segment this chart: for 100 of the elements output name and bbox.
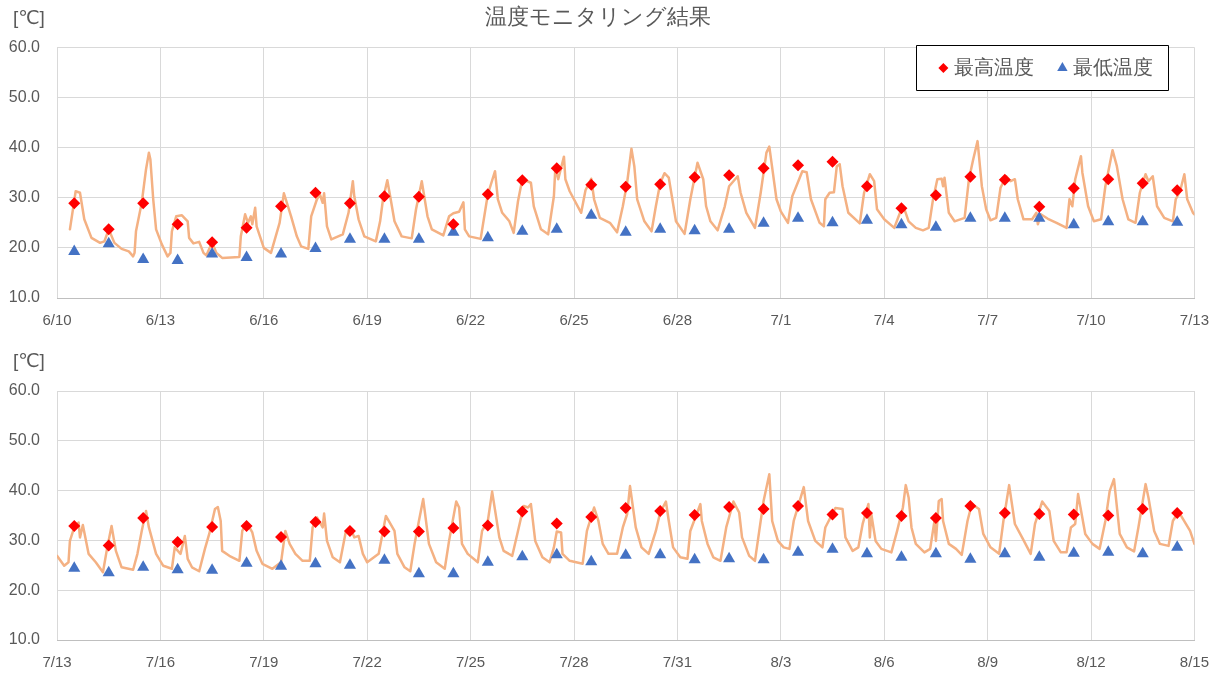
- x-tick-label: 7/25: [456, 653, 486, 671]
- point: [585, 554, 598, 566]
- point: [757, 503, 770, 516]
- point: [68, 519, 81, 532]
- point: [1171, 507, 1184, 520]
- point: [619, 502, 632, 515]
- point: [860, 507, 873, 520]
- y-tick-label: 60.0: [8, 381, 41, 399]
- x-tick-label: 6/22: [456, 311, 486, 329]
- point: [895, 550, 908, 561]
- x-tick-label: 8/15: [1179, 653, 1209, 671]
- point: [68, 561, 81, 572]
- x-tick-label: 6/19: [352, 311, 382, 329]
- point: [343, 524, 356, 537]
- x-tick-label: 7/4: [873, 311, 895, 329]
- y-tick-label: 10.0: [8, 288, 41, 306]
- point: [791, 545, 805, 556]
- y-tick-label: 10.0: [8, 630, 41, 648]
- point: [481, 519, 494, 532]
- point: [619, 548, 632, 559]
- x-tick-label: 6/10: [42, 311, 72, 329]
- point: [481, 555, 494, 566]
- x-tick-label: 7/28: [559, 653, 589, 671]
- x-tick-label: 7/10: [1076, 311, 1106, 329]
- point: [929, 546, 942, 558]
- x-tick-label: 8/6: [873, 653, 895, 671]
- point: [1136, 503, 1149, 516]
- y-tick-label: 50.0: [8, 431, 41, 449]
- legend-label: 最低温度: [1073, 56, 1154, 79]
- point: [1033, 508, 1046, 521]
- point: [137, 560, 150, 571]
- point: [275, 530, 288, 543]
- point: [516, 505, 529, 518]
- point: [516, 549, 529, 561]
- point: [447, 521, 460, 534]
- x-tick-label: 7/19: [249, 653, 279, 671]
- point: [654, 505, 667, 518]
- point: [860, 546, 874, 558]
- point: [585, 510, 598, 523]
- x-tick-label: 7/13: [42, 653, 72, 671]
- point: [1136, 546, 1149, 558]
- x-tick-label: 7/31: [662, 653, 692, 671]
- point: [723, 551, 736, 563]
- point: [757, 552, 770, 564]
- point: [826, 508, 839, 521]
- point: [964, 552, 977, 563]
- x-tick-label: 7/16: [145, 653, 175, 671]
- y-axis-title: [℃]: [13, 350, 45, 372]
- y-tick-label: 30.0: [8, 188, 41, 206]
- x-tick-label: 8/3: [770, 653, 792, 671]
- point: [137, 511, 150, 524]
- x-tick-label: 6/28: [662, 311, 692, 329]
- point: [412, 566, 425, 578]
- point: [1067, 546, 1080, 557]
- x-tick-label: 7/1: [770, 311, 792, 329]
- point: [171, 562, 184, 574]
- point: [309, 515, 322, 528]
- point: [1067, 508, 1080, 521]
- point: [895, 510, 908, 522]
- y-axis-title: [℃]: [13, 6, 45, 28]
- point: [240, 519, 253, 532]
- y-tick-label: 50.0: [8, 87, 41, 105]
- legend-label: 最高温度: [954, 56, 1035, 79]
- point: [309, 556, 322, 568]
- point: [171, 535, 184, 548]
- y-tick-label: 40.0: [8, 138, 41, 156]
- x-tick-label: 6/13: [145, 311, 175, 329]
- x-tick-label: 6/16: [249, 311, 279, 329]
- point: [102, 539, 115, 552]
- x-tick-label: 7/22: [352, 653, 382, 671]
- point: [102, 565, 115, 577]
- y-tick-label: 40.0: [8, 481, 41, 499]
- point: [1171, 540, 1184, 551]
- y-tick-label: 20.0: [8, 238, 41, 256]
- point: [378, 553, 391, 564]
- point: [723, 501, 736, 514]
- point: [688, 552, 701, 564]
- x-tick-label: 7/7: [977, 311, 999, 329]
- x-tick-label: 8/12: [1076, 653, 1106, 671]
- point: [240, 556, 253, 567]
- point: [412, 525, 425, 538]
- point: [998, 507, 1011, 520]
- point: [206, 520, 219, 533]
- point: [826, 542, 839, 553]
- x-tick-label: 6/25: [559, 311, 589, 329]
- point: [929, 511, 942, 524]
- chart-title: 温度モニタリング結果: [485, 4, 711, 30]
- point: [378, 525, 391, 538]
- point: [1102, 545, 1115, 556]
- point: [998, 546, 1011, 558]
- y-tick-label: 30.0: [8, 530, 41, 548]
- point: [550, 547, 563, 559]
- point: [550, 517, 563, 530]
- y-tick-label: 20.0: [8, 580, 41, 598]
- x-tick-label: 7/13: [1179, 311, 1209, 329]
- point: [688, 509, 701, 521]
- point: [274, 559, 288, 570]
- point: [1102, 509, 1115, 522]
- point: [964, 500, 977, 513]
- y-tick-label: 60.0: [8, 37, 41, 55]
